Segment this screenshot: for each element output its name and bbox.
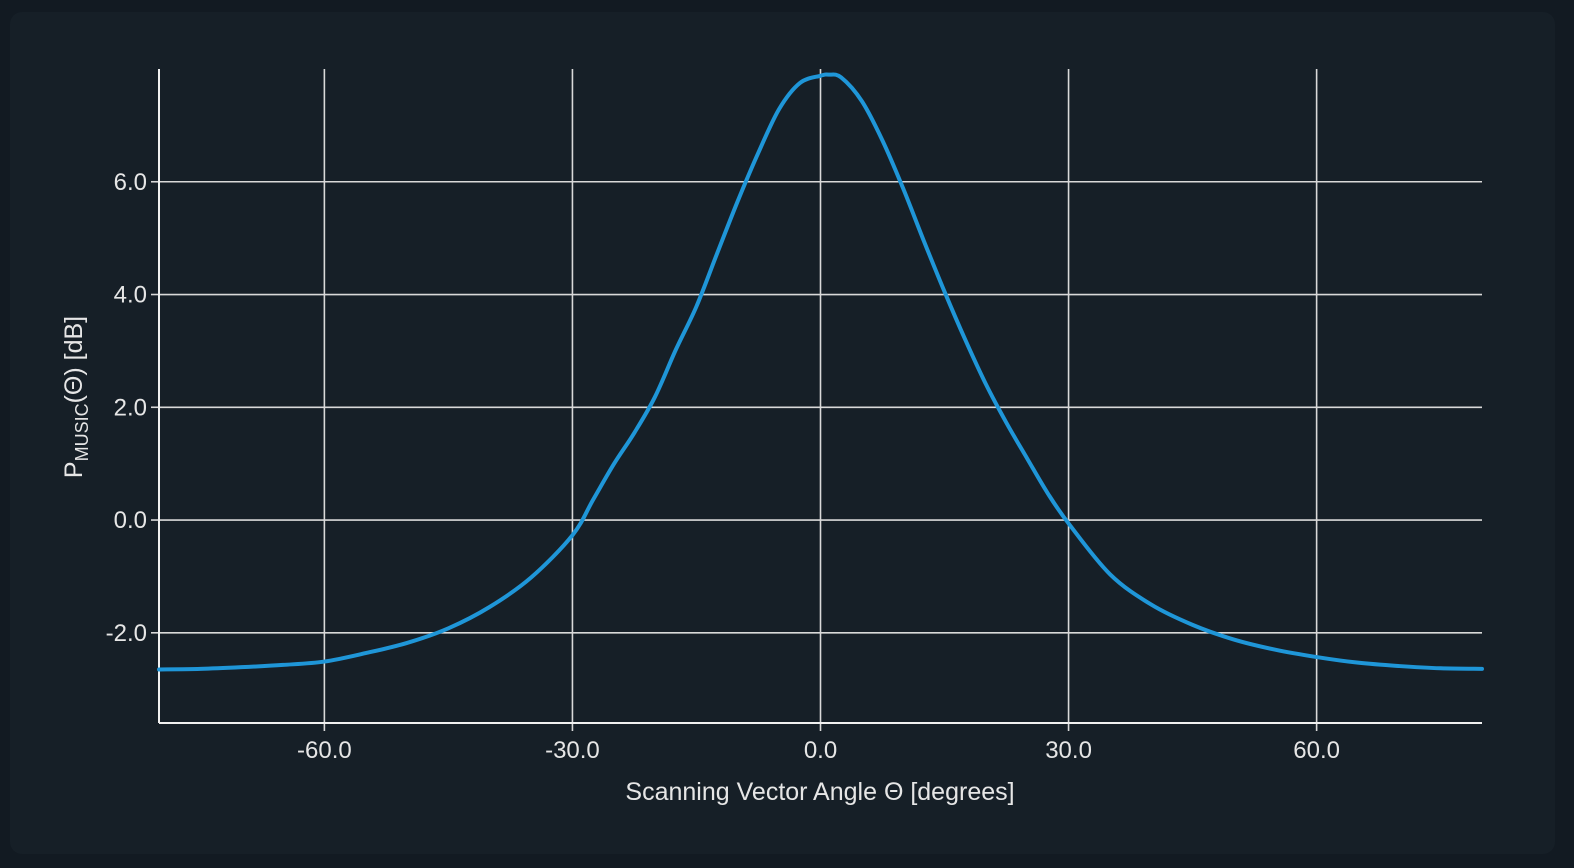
y-axis-label-suffix: (Θ) [dB]: [60, 316, 88, 404]
y-axis-label-subscript: MUSIC: [72, 403, 92, 461]
y-tick-label: -2.0: [106, 620, 147, 647]
x-tick-label: -30.0: [545, 737, 600, 764]
axes: [151, 69, 1482, 731]
y-axis-label-prefix: P: [60, 461, 88, 478]
chart-panel: [10, 12, 1555, 854]
x-tick-label: -60.0: [297, 737, 352, 764]
y-axis-label: PMUSIC(Θ) [dB]: [60, 316, 92, 478]
x-tick-label: 60.0: [1293, 737, 1340, 764]
y-tick-label: 6.0: [114, 169, 147, 196]
tick-labels: -60.0 -30.0 0.0 30.0 60.0 -2.0 0.0 2.0 4.0 6.0: [106, 169, 1340, 764]
y-tick-label: 2.0: [114, 394, 147, 421]
x-axis-label: Scanning Vector Angle Θ [degrees]: [625, 778, 1014, 806]
y-tick-label: 0.0: [114, 507, 147, 534]
y-tick-label: 4.0: [114, 282, 147, 309]
grid: [159, 69, 1482, 723]
x-tick-label: 0.0: [804, 737, 837, 764]
series-line: [157, 72, 1484, 672]
x-tick-label: 30.0: [1045, 737, 1092, 764]
